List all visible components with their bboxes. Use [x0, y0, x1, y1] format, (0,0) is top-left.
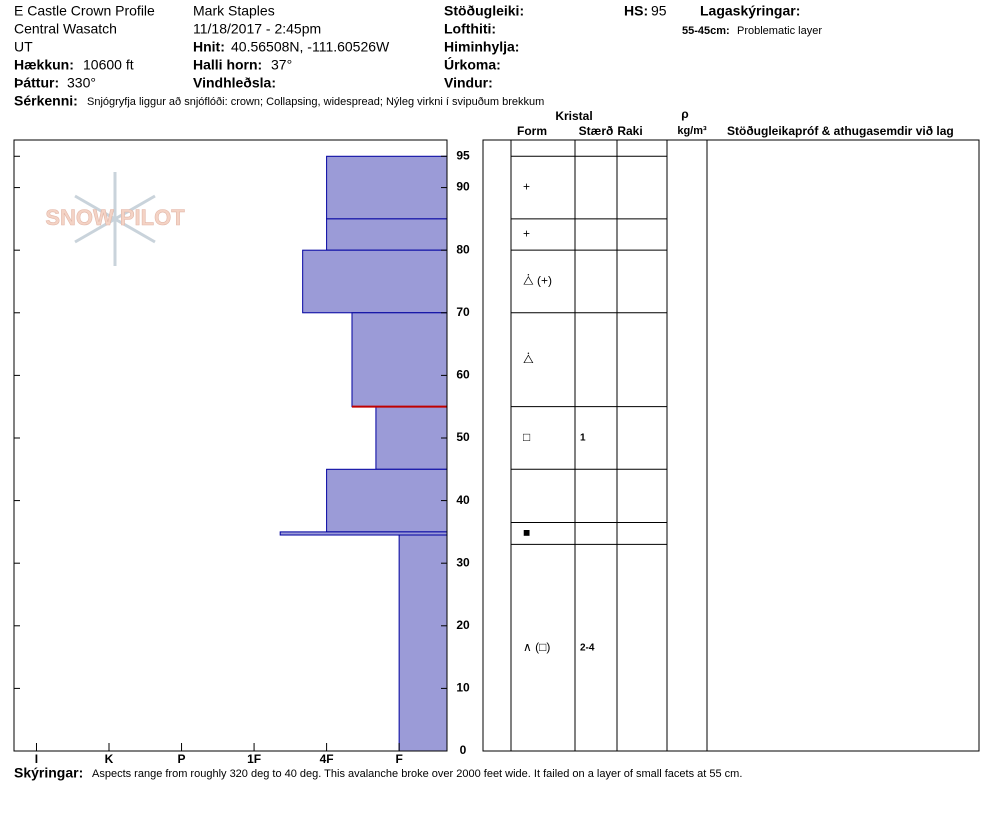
- footer: Skýringar: Aspects range from roughly 32…: [14, 765, 742, 781]
- observer: Mark Staples: [193, 3, 275, 19]
- legend-text: Problematic layer: [737, 25, 822, 37]
- value: 330°: [67, 75, 96, 91]
- value: 10600 ft: [83, 57, 134, 73]
- label: Þáttur:: [14, 75, 59, 91]
- column-header: kg/m³: [677, 125, 707, 137]
- y-tick-label: 60: [456, 368, 470, 382]
- hardness-bar: [326, 155, 448, 220]
- column-header: Stærð: [579, 124, 614, 138]
- state: UT: [14, 39, 33, 55]
- value: 40.56508N, -111.60526W: [231, 39, 390, 55]
- hardness-bar: [375, 406, 448, 470]
- y-tick-label: 50: [456, 430, 470, 444]
- column-header: Form: [517, 124, 547, 138]
- y-tick-label: 90: [456, 180, 470, 194]
- label: Skýringar:: [14, 765, 83, 781]
- plot-frame: [13, 139, 448, 752]
- x-tick-label: 4F: [320, 752, 334, 766]
- y-tick-label: 20: [456, 618, 470, 632]
- crystal-form: ⧊: [523, 352, 534, 366]
- x-tick-label: F: [395, 752, 402, 766]
- label: Halli horn:: [193, 57, 262, 73]
- legend-title: Lagaskýringar:: [700, 3, 800, 19]
- crystal-form: +: [523, 180, 530, 194]
- logo-text: SNOW PILOT: [45, 205, 185, 230]
- hardness-bar: [302, 249, 448, 314]
- hardness-plot: 0 10 20 30 40 50 60 70 80 90 95 I K P 1F 4F F: [13, 139, 470, 766]
- label: Sérkenni:: [14, 93, 78, 109]
- header: E Castle Crown Profile Central Wasatch U…: [14, 3, 822, 109]
- crystal-size: 2-4: [580, 642, 595, 653]
- layer-table: Kristal Form Stærð Raki ρ kg/m³ Stöðugle…: [482, 107, 980, 752]
- hardness-bar: [326, 468, 448, 533]
- hardness-bar: [326, 218, 448, 251]
- label: Hnit:: [193, 39, 225, 55]
- datetime: 11/18/2017 - 2:45pm: [193, 21, 321, 37]
- y-tick-label: 40: [456, 493, 470, 507]
- y-tick-label: 30: [456, 555, 470, 569]
- logo: SNOW PILOT: [45, 172, 186, 266]
- value: 95: [651, 3, 667, 19]
- y-tick-label: 80: [456, 242, 470, 256]
- profile-name: E Castle Crown Profile: [14, 3, 155, 19]
- x-tick-label: P: [178, 752, 186, 766]
- column-lines: [510, 140, 708, 751]
- x-tick-label: 1F: [247, 752, 261, 766]
- crystal-form: ∧ (□): [523, 640, 550, 654]
- label: Hækkun:: [14, 57, 74, 73]
- table-frame: [482, 139, 980, 752]
- column-header: Raki: [617, 124, 642, 138]
- y-tick-label: 70: [456, 305, 470, 319]
- notes: Aspects range from roughly 320 deg to 40…: [92, 768, 742, 780]
- y-tick-label: 95: [456, 148, 470, 162]
- label: Lofthiti:: [444, 21, 496, 37]
- legend-range: 55-45cm:: [682, 25, 730, 37]
- features: Snjógryfja liggur að snjóflóði: crown; C…: [87, 96, 544, 108]
- column-header: Stöðugleikapróf & athugasemdir við lag: [727, 124, 954, 138]
- label: Stöðugleiki:: [444, 3, 524, 19]
- column-header: ρ: [681, 107, 688, 121]
- crystal-form: ⧊ (+): [523, 274, 552, 288]
- label: Vindur:: [444, 75, 493, 91]
- label: Vindhleðsla:: [193, 75, 276, 91]
- snowflake: [74, 172, 156, 266]
- label: Úrkoma:: [444, 56, 501, 73]
- crystal-form: +: [523, 227, 530, 241]
- x-tick-label: K: [105, 752, 114, 766]
- crystal-form: ■: [523, 526, 530, 540]
- crystal-form: □: [523, 430, 530, 444]
- x-tick-label: I: [35, 752, 38, 766]
- label: Himinhylja:: [444, 39, 519, 55]
- value: 37°: [271, 57, 292, 73]
- column-header: Kristal: [555, 109, 592, 123]
- label: HS:: [624, 3, 648, 19]
- hardness-bar: [351, 312, 448, 408]
- y-tick-label: 10: [456, 681, 470, 695]
- crystal-size: 1: [580, 433, 586, 444]
- y-tick-label: 0: [460, 743, 467, 757]
- hardness-bar: [398, 534, 448, 752]
- range: Central Wasatch: [14, 21, 117, 37]
